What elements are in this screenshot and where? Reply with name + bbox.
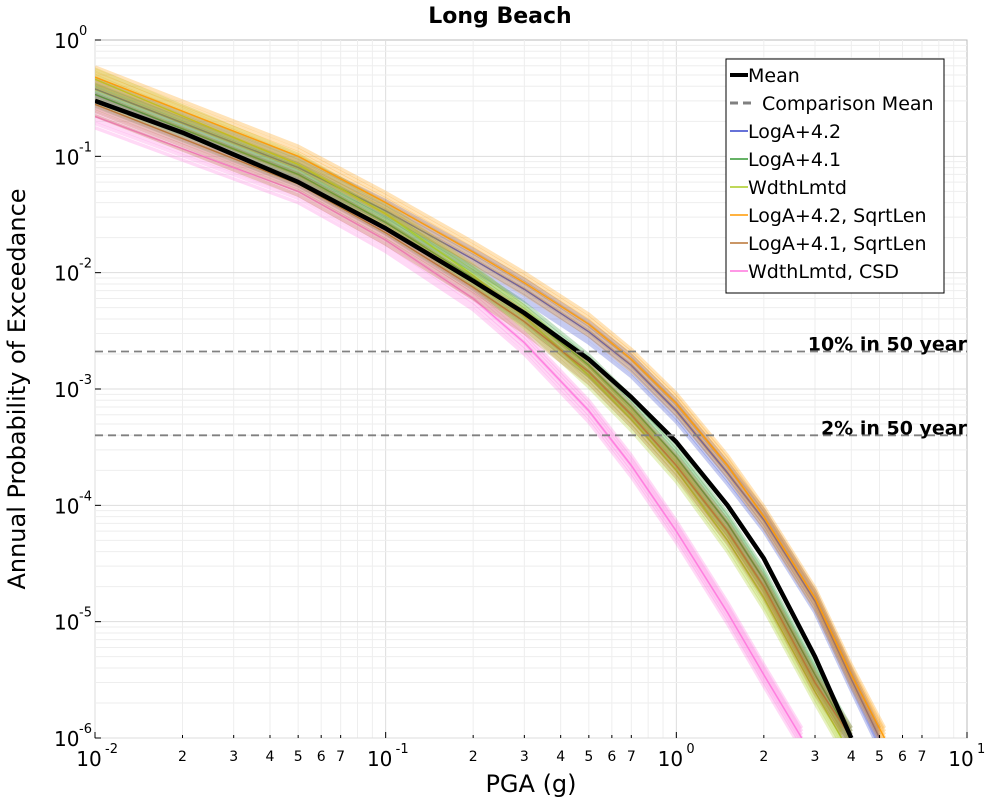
x-minor-tick-label: 6 (898, 749, 907, 765)
y-tick-exponent: -6 (79, 722, 92, 737)
axes: 10 -2 10 -1 10 0 10 12 3 4 5 6 7 2 3 4 5 6 7 2 3 4 5 6 710 010 -11… (54, 24, 985, 771)
series-line (95, 118, 802, 738)
series-line (95, 96, 853, 733)
legend-label: LogA+4.2 (748, 121, 841, 143)
x-axis-label: PGA (g) (485, 770, 576, 798)
x-tick-label: 10 (658, 747, 683, 771)
series-line (95, 106, 851, 738)
series-line (95, 84, 840, 738)
series-line (95, 70, 844, 733)
series-line (95, 93, 852, 738)
series-line (95, 115, 803, 738)
legend-label: Comparison Mean (762, 93, 934, 115)
series-line (95, 121, 800, 738)
x-minor-tick-label: 2 (759, 749, 768, 765)
series-line (95, 88, 838, 738)
x-tick-exponent: 1 (977, 742, 985, 757)
series-line (95, 113, 847, 738)
legend-label: LogA+4.2, SqrtLen (748, 205, 927, 227)
series-line (95, 94, 879, 738)
reference-line-label: 2% in 50 year (821, 417, 968, 439)
x-minor-tick-label: 5 (875, 749, 884, 765)
chart-title: Long Beach (428, 4, 571, 29)
y-tick-label: 10 (54, 611, 79, 635)
series-line (95, 77, 882, 729)
series-line (95, 111, 804, 736)
y-tick-exponent: 0 (79, 24, 87, 39)
y-tick-label: 10 (54, 727, 79, 751)
series-line (95, 79, 885, 738)
legend-label: LogA+4.1 (748, 149, 841, 171)
legend-label: LogA+4.1, SqrtLen (748, 233, 927, 255)
x-minor-tick-label: 4 (266, 749, 275, 765)
series-line (95, 68, 887, 733)
series-line (95, 88, 881, 738)
series-line (95, 81, 842, 738)
y-tick-label: 10 (54, 378, 79, 402)
series-line (95, 89, 853, 736)
x-tick-exponent: -1 (396, 742, 409, 757)
series-line (95, 72, 887, 736)
y-tick-exponent: -5 (79, 606, 92, 621)
reference-line-label: 10% in 50 year (808, 334, 968, 356)
y-tick-exponent: -2 (79, 257, 92, 272)
series-line (95, 109, 849, 738)
x-tick-label: 10 (948, 747, 973, 771)
x-minor-tick-label: 4 (847, 749, 856, 765)
y-tick-label: 10 (54, 494, 79, 518)
reference-lines: 10% in 50 year 2% in 50 year (95, 334, 968, 439)
series-line-mean (95, 98, 854, 738)
series-line (95, 82, 883, 738)
series-line (95, 103, 852, 738)
legend-box (725, 58, 945, 294)
y-tick-exponent: -3 (79, 373, 92, 388)
y-tick-label: 10 (54, 145, 79, 169)
legend: Mean Comparison Mean LogA+4.2 LogA+4.1 WdthL… (725, 58, 945, 294)
y-tick-label: 10 (54, 262, 79, 286)
legend-label: WdthLmtd (748, 177, 847, 199)
series-line (95, 65, 887, 729)
x-tick-exponent: -2 (105, 742, 118, 757)
x-minor-tick-label: 7 (336, 749, 345, 765)
x-minor-tick-label: 4 (556, 749, 565, 765)
x-minor-tick-label: 6 (607, 749, 616, 765)
series-line (95, 76, 886, 738)
x-tick-exponent: 0 (686, 742, 694, 757)
y-tick-exponent: -1 (79, 140, 92, 155)
series-layer (95, 65, 887, 738)
x-minor-tick-label: 7 (918, 749, 927, 765)
x-minor-tick-label: 2 (178, 749, 187, 765)
y-tick-exponent: -4 (79, 489, 92, 504)
y-axis-label: Annual Probability of Exceedance (3, 188, 31, 589)
x-tick-label: 10 (367, 747, 392, 771)
x-minor-tick-label: 6 (317, 749, 326, 765)
x-minor-tick-label: 7 (627, 749, 636, 765)
x-minor-tick-label: 2 (469, 749, 478, 765)
x-minor-tick-label: 3 (229, 749, 238, 765)
legend-label: WdthLmtd, CSD (748, 261, 899, 283)
x-minor-tick-label: 5 (584, 749, 593, 765)
x-tick-label: 10 (76, 747, 101, 771)
series-line (95, 126, 797, 738)
series-line (95, 86, 881, 738)
x-minor-tick-label: 5 (294, 749, 303, 765)
legend-label: Mean (748, 65, 800, 87)
y-tick-label: 10 (54, 29, 79, 53)
x-minor-tick-label: 3 (520, 749, 529, 765)
series-line (95, 92, 853, 729)
x-minor-tick-label: 3 (811, 749, 820, 765)
series-line (95, 78, 843, 738)
